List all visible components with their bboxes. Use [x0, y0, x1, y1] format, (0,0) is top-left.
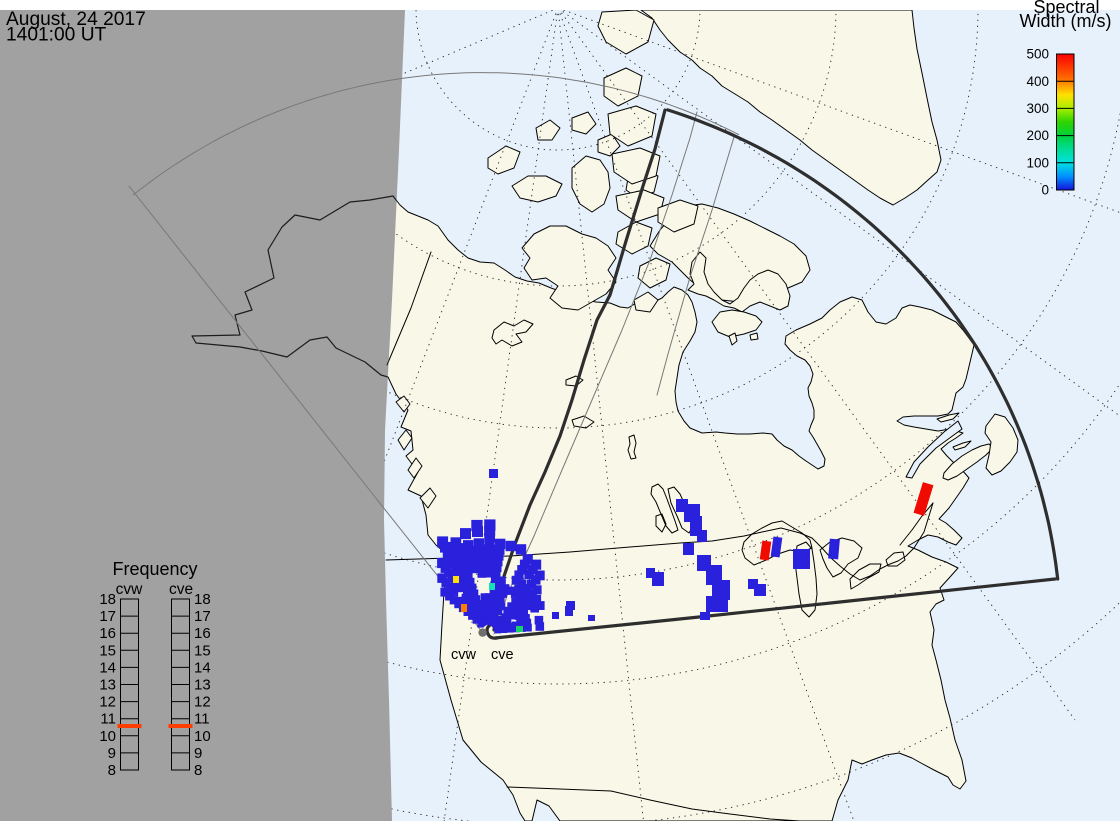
svg-text:100: 100: [1026, 155, 1049, 170]
svg-text:8: 8: [108, 762, 116, 779]
svg-text:12: 12: [99, 694, 116, 711]
svg-text:9: 9: [194, 745, 202, 762]
svg-text:1401:00 UT: 1401:00 UT: [6, 25, 107, 46]
svg-text:cvw: cvw: [116, 581, 144, 598]
svg-text:0: 0: [1041, 183, 1049, 198]
svg-text:Width (m/s): Width (m/s): [1020, 11, 1112, 31]
svg-text:13: 13: [99, 677, 116, 694]
svg-text:8: 8: [194, 762, 202, 779]
svg-text:Frequency: Frequency: [112, 559, 197, 579]
svg-text:14: 14: [194, 659, 211, 676]
svg-text:cvw: cvw: [451, 647, 477, 663]
svg-text:9: 9: [108, 745, 116, 762]
svg-text:12: 12: [194, 694, 211, 711]
svg-text:17: 17: [99, 608, 116, 625]
svg-text:15: 15: [194, 642, 211, 659]
svg-text:11: 11: [100, 711, 116, 728]
svg-text:16: 16: [194, 625, 211, 642]
svg-text:10: 10: [194, 728, 211, 745]
svg-text:16: 16: [99, 625, 116, 642]
svg-text:15: 15: [99, 642, 116, 659]
svg-text:400: 400: [1026, 74, 1049, 89]
svg-text:10: 10: [99, 728, 116, 745]
svg-text:14: 14: [99, 659, 116, 676]
svg-text:17: 17: [194, 608, 211, 625]
svg-text:11: 11: [194, 711, 210, 728]
svg-text:cve: cve: [491, 647, 514, 663]
svg-text:Spectral: Spectral: [1033, 0, 1099, 17]
svg-text:13: 13: [194, 677, 211, 694]
svg-text:August, 24 2017: August, 24 2017: [6, 9, 146, 30]
svg-text:300: 300: [1026, 101, 1049, 116]
svg-text:18: 18: [99, 591, 116, 608]
svg-text:500: 500: [1026, 47, 1049, 62]
svg-text:200: 200: [1026, 128, 1049, 143]
svg-text:cve: cve: [169, 581, 193, 598]
svg-text:18: 18: [194, 591, 211, 608]
